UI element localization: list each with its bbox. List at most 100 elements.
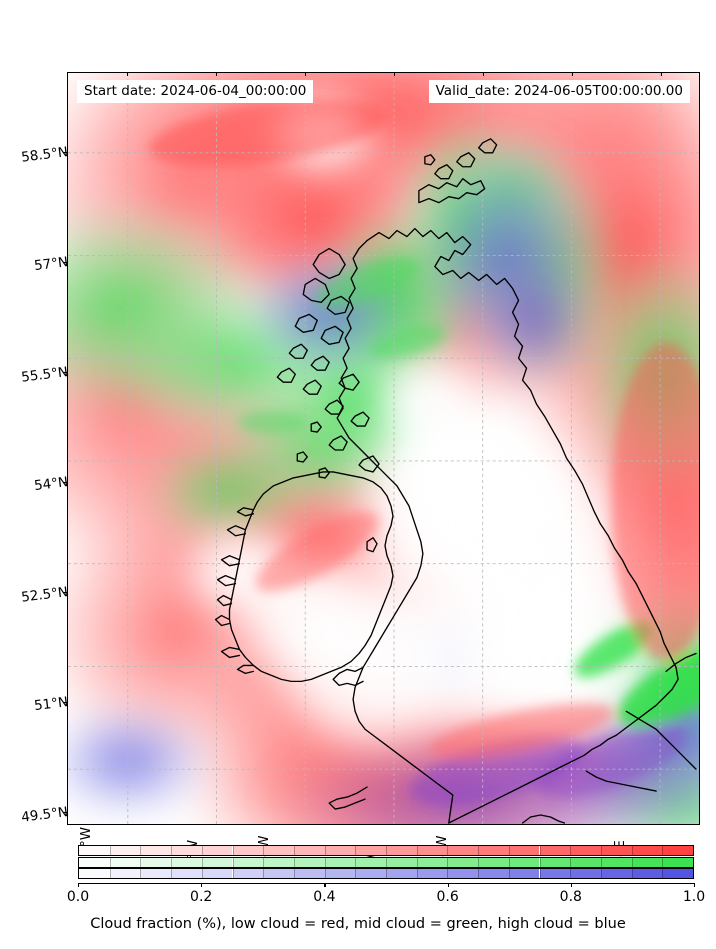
colorbar-segment-divider — [293, 846, 295, 855]
colorbar-low-cloud-red[interactable] — [78, 845, 694, 856]
colorbar-segment-divider — [293, 857, 295, 867]
colorbar-tick-label: 0.6 — [436, 889, 459, 905]
colorbar-segment-divider — [140, 869, 142, 878]
colorbar-segment — [140, 857, 172, 867]
colorbar-segment — [232, 857, 264, 867]
colorbar-segment-divider — [263, 857, 265, 867]
lon-tick-2.5W — [483, 72, 484, 76]
colorbar-segment-divider — [201, 857, 203, 867]
colorbar-segment — [171, 846, 202, 855]
colorbar-segment-divider — [600, 869, 602, 878]
colorbar-segment-divider — [140, 846, 142, 855]
colorbar-segment-divider — [508, 846, 510, 855]
colorbar-segment-divider — [447, 869, 449, 878]
lon-tick-10W — [216, 72, 217, 76]
colorbar-segment-divider — [324, 846, 326, 855]
colorbar-segment — [386, 857, 417, 867]
colorbar-segment-divider — [416, 869, 418, 878]
colorbar-mid-cloud-green[interactable] — [78, 856, 694, 868]
colorbar-segment-divider — [447, 846, 449, 855]
colorbar-segment-divider — [109, 846, 111, 855]
lat-tick-55.5N — [63, 372, 67, 373]
colorbar-segment — [662, 857, 693, 867]
colorbar-segment — [232, 846, 264, 855]
colorbar-segment — [539, 857, 571, 867]
colorbar-segment-divider — [386, 857, 387, 867]
colorbar-segment-divider — [416, 846, 418, 855]
colorbar-tick-label: 1.0 — [682, 889, 706, 905]
colorbar-segment — [570, 846, 601, 855]
colorbar-group[interactable] — [78, 845, 694, 883]
colorbar-tick-label: 0.4 — [313, 889, 336, 905]
colorbar-segment — [263, 869, 294, 878]
colorbar-segment — [355, 846, 386, 855]
colorbar-segment-divider — [293, 869, 295, 878]
colorbar-segment — [201, 846, 233, 855]
colorbar-segment — [539, 869, 571, 878]
colorbar-segment-divider — [324, 857, 326, 867]
colorbar-segment-divider — [539, 857, 541, 867]
colorbar-segment — [293, 857, 325, 867]
colorbar-segment-divider — [570, 846, 572, 855]
colorbar-segment — [662, 869, 693, 878]
colorbar-segment — [171, 869, 202, 878]
colorbar-segment — [478, 869, 509, 878]
colorbar-segment — [140, 846, 172, 855]
colorbar-segment — [293, 846, 325, 855]
colorbar-segment-divider — [631, 869, 633, 878]
colorbar-segment — [355, 857, 386, 867]
colorbar-axis — [78, 883, 694, 885]
colorbar-tick — [570, 883, 572, 887]
colorbar-segment — [447, 869, 479, 878]
colorbar-tick-label: 0.0 — [66, 889, 90, 905]
colorbar-segment — [140, 869, 172, 878]
colorbar-segment-divider — [570, 857, 572, 867]
cloud-streaks — [148, 98, 699, 806]
colorbar-segment — [386, 846, 417, 855]
lat-tick-58.5N — [63, 152, 67, 153]
colorbar-segment — [386, 869, 417, 878]
colorbar-segment — [539, 846, 571, 855]
colorbar-segment-divider — [478, 846, 480, 855]
colorbar-segment-divider — [263, 846, 265, 855]
colorbar-tick — [324, 883, 326, 887]
colorbar-segment — [570, 857, 601, 867]
lon-tick-2.5E — [661, 72, 662, 76]
colorbar-segment-divider — [662, 869, 664, 878]
colorbar-segment — [631, 869, 663, 878]
start-date-annotation: Start date: 2024-06-04_00:00:00 — [77, 80, 314, 103]
colorbar-segment-divider — [171, 869, 173, 878]
colorbar-segment — [600, 846, 632, 855]
colorbar-segment — [263, 857, 294, 867]
colorbar-segment-divider — [201, 846, 203, 855]
colorbar-segment-divider — [171, 857, 173, 867]
colorbar-segment-divider — [631, 857, 633, 867]
lat-tick-52.5N — [63, 592, 67, 593]
colorbar-segment-divider — [662, 846, 664, 855]
colorbar-segment — [79, 869, 110, 878]
colorbar-segment — [355, 869, 386, 878]
colorbar-segment — [416, 857, 448, 867]
lon-tick-0 — [572, 72, 573, 76]
colorbar-high-cloud-blue[interactable] — [78, 868, 694, 879]
colorbar-segment-divider — [447, 857, 449, 867]
colorbar-segment — [263, 846, 294, 855]
colorbar-segment-divider — [355, 846, 357, 855]
colorbar-tick — [694, 883, 696, 887]
colorbar-segment-divider — [662, 857, 664, 867]
colorbar-segment-divider — [109, 869, 111, 878]
colorbar-segment — [109, 846, 141, 855]
colorbar-segment — [600, 857, 632, 867]
valid-date-annotation: Valid_date: 2024-06-05T00:00:00.00 — [428, 80, 690, 103]
colorbar-segment — [631, 857, 663, 867]
colorbar-segment — [508, 857, 540, 867]
colorbar-segment-divider — [539, 869, 541, 878]
colorbar-segment-divider — [232, 857, 234, 867]
colorbar-segment — [416, 869, 448, 878]
colorbar-segment — [79, 857, 110, 867]
colorbar-segment — [79, 846, 110, 855]
cloud-fraction-raster — [68, 73, 699, 824]
map-plot-area[interactable]: Start date: 2024-06-04_00:00:00 Valid_da… — [67, 72, 700, 825]
colorbar-tick-label: 0.2 — [190, 889, 213, 905]
colorbar-segment — [109, 869, 141, 878]
